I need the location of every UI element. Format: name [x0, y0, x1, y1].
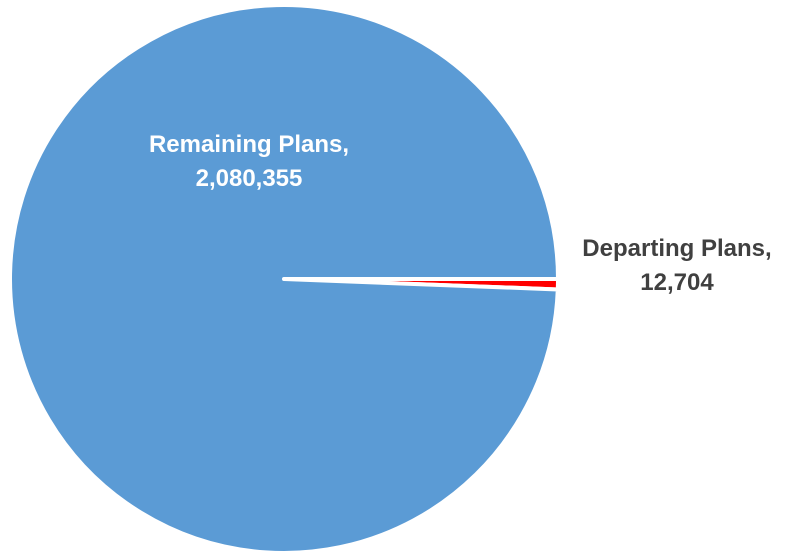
data-label-departing-value: 12,704: [640, 269, 714, 296]
data-label-departing-name: Departing Plans,: [582, 235, 772, 262]
data-label-remaining-name: Remaining Plans,: [148, 131, 350, 158]
pie-slice-remaining-plans: [8, 3, 560, 551]
data-label-remaining: Remaining Plans, 2,080,355: [134, 128, 364, 196]
data-label-remaining-value: 2,080,355: [195, 165, 303, 192]
data-label-departing: Departing Plans, 12,704: [566, 232, 788, 300]
